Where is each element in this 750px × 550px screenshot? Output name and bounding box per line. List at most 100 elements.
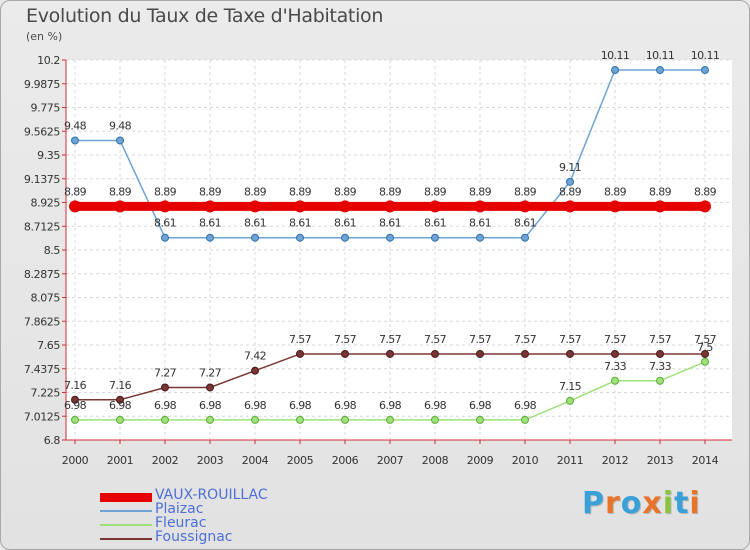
y-tick-label: 7.8625 bbox=[24, 315, 60, 328]
data-point-fleurac bbox=[611, 376, 619, 385]
data-point-foussignac bbox=[206, 383, 214, 392]
grid-layer bbox=[66, 59, 732, 441]
data-point-vaux-rouillac bbox=[294, 200, 306, 213]
x-tick-label: 2008 bbox=[422, 454, 449, 467]
data-point-foussignac bbox=[251, 366, 259, 375]
y-tick-label: 7.4375 bbox=[24, 363, 60, 376]
legend-label: Plaizac bbox=[155, 501, 204, 517]
data-label-fleurac: 6.98 bbox=[244, 399, 267, 412]
data-point-plaizac bbox=[296, 233, 304, 242]
data-label-fleurac: 7.33 bbox=[604, 360, 627, 373]
data-point-fleurac bbox=[521, 415, 529, 424]
y-tick-label: 8.925 bbox=[31, 197, 61, 210]
y-tick-label: 9.5625 bbox=[24, 125, 60, 138]
series-layer bbox=[69, 66, 711, 424]
data-point-foussignac bbox=[656, 349, 664, 358]
data-label-fleurac: 6.98 bbox=[199, 399, 222, 412]
legend-label: Fleurac bbox=[155, 515, 207, 531]
y-tick-label: 8.075 bbox=[31, 292, 61, 305]
data-label-fleurac: 6.98 bbox=[379, 399, 402, 412]
data-label-vaux-rouillac: 8.89 bbox=[469, 185, 492, 198]
x-tick-label: 2010 bbox=[512, 454, 539, 467]
data-label-fleurac: 7.15 bbox=[559, 380, 582, 393]
y-tick-label: 7.225 bbox=[31, 387, 61, 400]
data-label-plaizac: 10.11 bbox=[601, 49, 630, 62]
data-point-foussignac bbox=[701, 349, 709, 358]
data-label-foussignac: 7.16 bbox=[64, 379, 87, 392]
data-label-plaizac: 9.48 bbox=[109, 119, 132, 132]
data-label-foussignac: 7.42 bbox=[244, 350, 266, 363]
data-point-vaux-rouillac bbox=[249, 200, 261, 213]
data-point-foussignac bbox=[161, 383, 169, 392]
data-label-foussignac: 7.57 bbox=[289, 333, 312, 346]
logo-letter: t bbox=[674, 486, 690, 521]
data-point-foussignac bbox=[476, 349, 484, 358]
x-tick-label: 2014 bbox=[692, 454, 719, 467]
data-point-vaux-rouillac bbox=[384, 200, 396, 213]
y-tick-label: 6.8 bbox=[44, 434, 61, 447]
logo-letter: i bbox=[662, 486, 675, 521]
data-label-fleurac: 6.98 bbox=[64, 399, 87, 412]
data-point-foussignac bbox=[521, 349, 529, 358]
data-label-plaizac: 8.61 bbox=[379, 217, 401, 230]
legend-label: VAUX-ROUILLAC bbox=[155, 487, 268, 503]
data-label-foussignac: 7.57 bbox=[559, 333, 582, 346]
data-point-vaux-rouillac bbox=[564, 200, 576, 213]
data-point-fleurac bbox=[386, 415, 394, 424]
x-tick-label: 2001 bbox=[107, 454, 133, 467]
data-label-foussignac: 7.57 bbox=[334, 333, 357, 346]
y-tick-label: 10.2 bbox=[37, 54, 60, 67]
data-label-plaizac: 8.61 bbox=[244, 217, 266, 230]
data-label-foussignac: 7.57 bbox=[649, 333, 672, 346]
data-label-plaizac: 9.48 bbox=[64, 119, 87, 132]
data-label-vaux-rouillac: 8.89 bbox=[64, 185, 87, 198]
data-label-vaux-rouillac: 8.89 bbox=[514, 185, 537, 198]
data-point-foussignac bbox=[71, 395, 79, 404]
data-point-plaizac bbox=[566, 177, 574, 186]
data-point-fleurac bbox=[566, 396, 574, 405]
legend-swatch bbox=[100, 492, 152, 502]
data-point-fleurac bbox=[341, 415, 349, 424]
data-point-plaizac bbox=[701, 66, 709, 75]
data-point-vaux-rouillac bbox=[699, 200, 711, 213]
chart-title: Evolution du Taux de Taxe d'Habitation bbox=[26, 5, 384, 27]
x-tick-label: 2013 bbox=[647, 454, 674, 467]
x-tick-label: 2004 bbox=[242, 454, 269, 467]
data-label-foussignac: 7.27 bbox=[154, 366, 177, 379]
data-label-vaux-rouillac: 8.89 bbox=[424, 185, 447, 198]
data-label-foussignac: 7.57 bbox=[694, 333, 717, 346]
logo-letter: r bbox=[605, 486, 621, 521]
data-point-fleurac bbox=[251, 415, 259, 424]
data-label-layer: 8.89 8.89 8.89 8.89 8.89 8.89 8.89 8.89 8.89 8.89… bbox=[64, 49, 720, 412]
data-label-foussignac: 7.57 bbox=[424, 333, 447, 346]
data-label-plaizac: 10.11 bbox=[691, 49, 720, 62]
x-tick-label: 2003 bbox=[197, 454, 224, 467]
x-tick-label: 2002 bbox=[152, 454, 178, 467]
logo-letter: o bbox=[620, 486, 643, 521]
data-point-foussignac bbox=[341, 349, 349, 358]
y-tick-label: 9.775 bbox=[31, 102, 61, 115]
data-label-foussignac: 7.57 bbox=[469, 333, 492, 346]
data-label-vaux-rouillac: 8.89 bbox=[379, 185, 402, 198]
data-point-vaux-rouillac bbox=[339, 200, 351, 213]
x-tick-label: 2000 bbox=[62, 454, 89, 467]
data-point-plaizac bbox=[431, 233, 439, 242]
data-label-foussignac: 7.27 bbox=[199, 366, 222, 379]
data-label-vaux-rouillac: 8.89 bbox=[289, 185, 312, 198]
data-label-vaux-rouillac: 8.89 bbox=[604, 185, 627, 198]
data-point-plaizac bbox=[521, 233, 529, 242]
data-point-vaux-rouillac bbox=[69, 200, 81, 213]
proxiti-logo: Proxiti bbox=[582, 486, 701, 521]
y-tick-label: 9.1375 bbox=[24, 173, 60, 186]
x-tick-label: 2011 bbox=[557, 454, 583, 467]
data-point-vaux-rouillac bbox=[429, 200, 441, 213]
data-point-vaux-rouillac bbox=[204, 200, 216, 213]
y-tick-label: 7.0125 bbox=[24, 410, 60, 423]
data-label-plaizac: 8.61 bbox=[334, 217, 356, 230]
data-point-plaizac bbox=[611, 66, 619, 75]
data-label-fleurac: 6.98 bbox=[289, 399, 312, 412]
data-point-plaizac bbox=[116, 136, 124, 145]
data-label-plaizac: 8.61 bbox=[424, 217, 446, 230]
y-tick-label: 8.7125 bbox=[24, 220, 60, 233]
